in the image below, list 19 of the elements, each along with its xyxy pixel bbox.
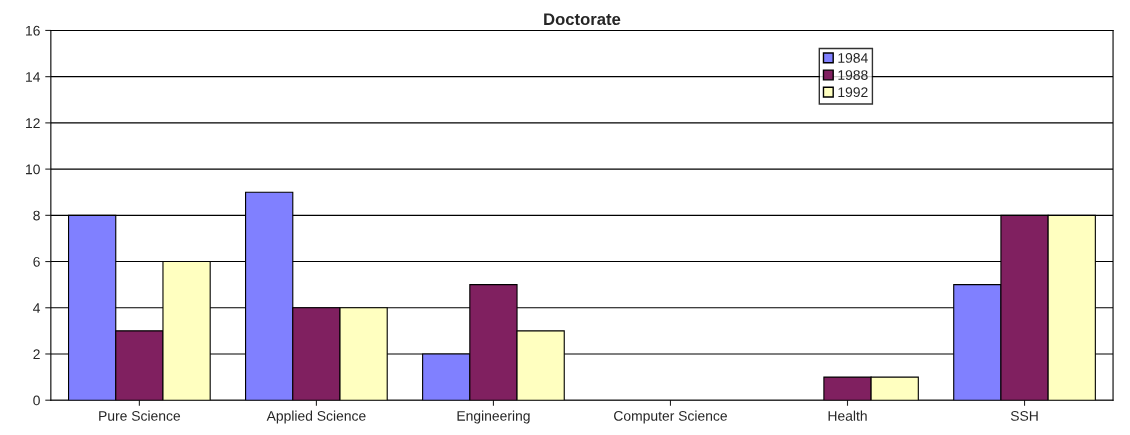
y-tick-label: 12 [26, 118, 40, 128]
chart-title: Doctorate [544, 13, 621, 26]
y-tick-label: 6 [33, 256, 40, 267]
y-tick-label: 2 [33, 349, 40, 360]
x-tick-label: SSH [1010, 410, 1038, 421]
y-tick-label: 4 [33, 303, 41, 313]
y-tick-label: 16 [26, 25, 40, 36]
x-tick-label: Pure Science [99, 410, 181, 421]
x-tick-label: Computer Science [614, 410, 727, 424]
y-tick-label: 10 [26, 164, 40, 175]
y-tick-label: 0 [33, 395, 40, 406]
legend-label: 1984 [838, 53, 868, 63]
x-tick-label: Applied Science [266, 410, 366, 424]
x-tick-label: Health [828, 410, 867, 421]
x-tick-label: Engineering [457, 410, 530, 424]
legend-label: 1988 [838, 70, 868, 80]
y-tick-label: 14 [26, 72, 41, 82]
y-tick-label: 8 [33, 210, 40, 221]
legend-label: 1992 [838, 87, 868, 98]
